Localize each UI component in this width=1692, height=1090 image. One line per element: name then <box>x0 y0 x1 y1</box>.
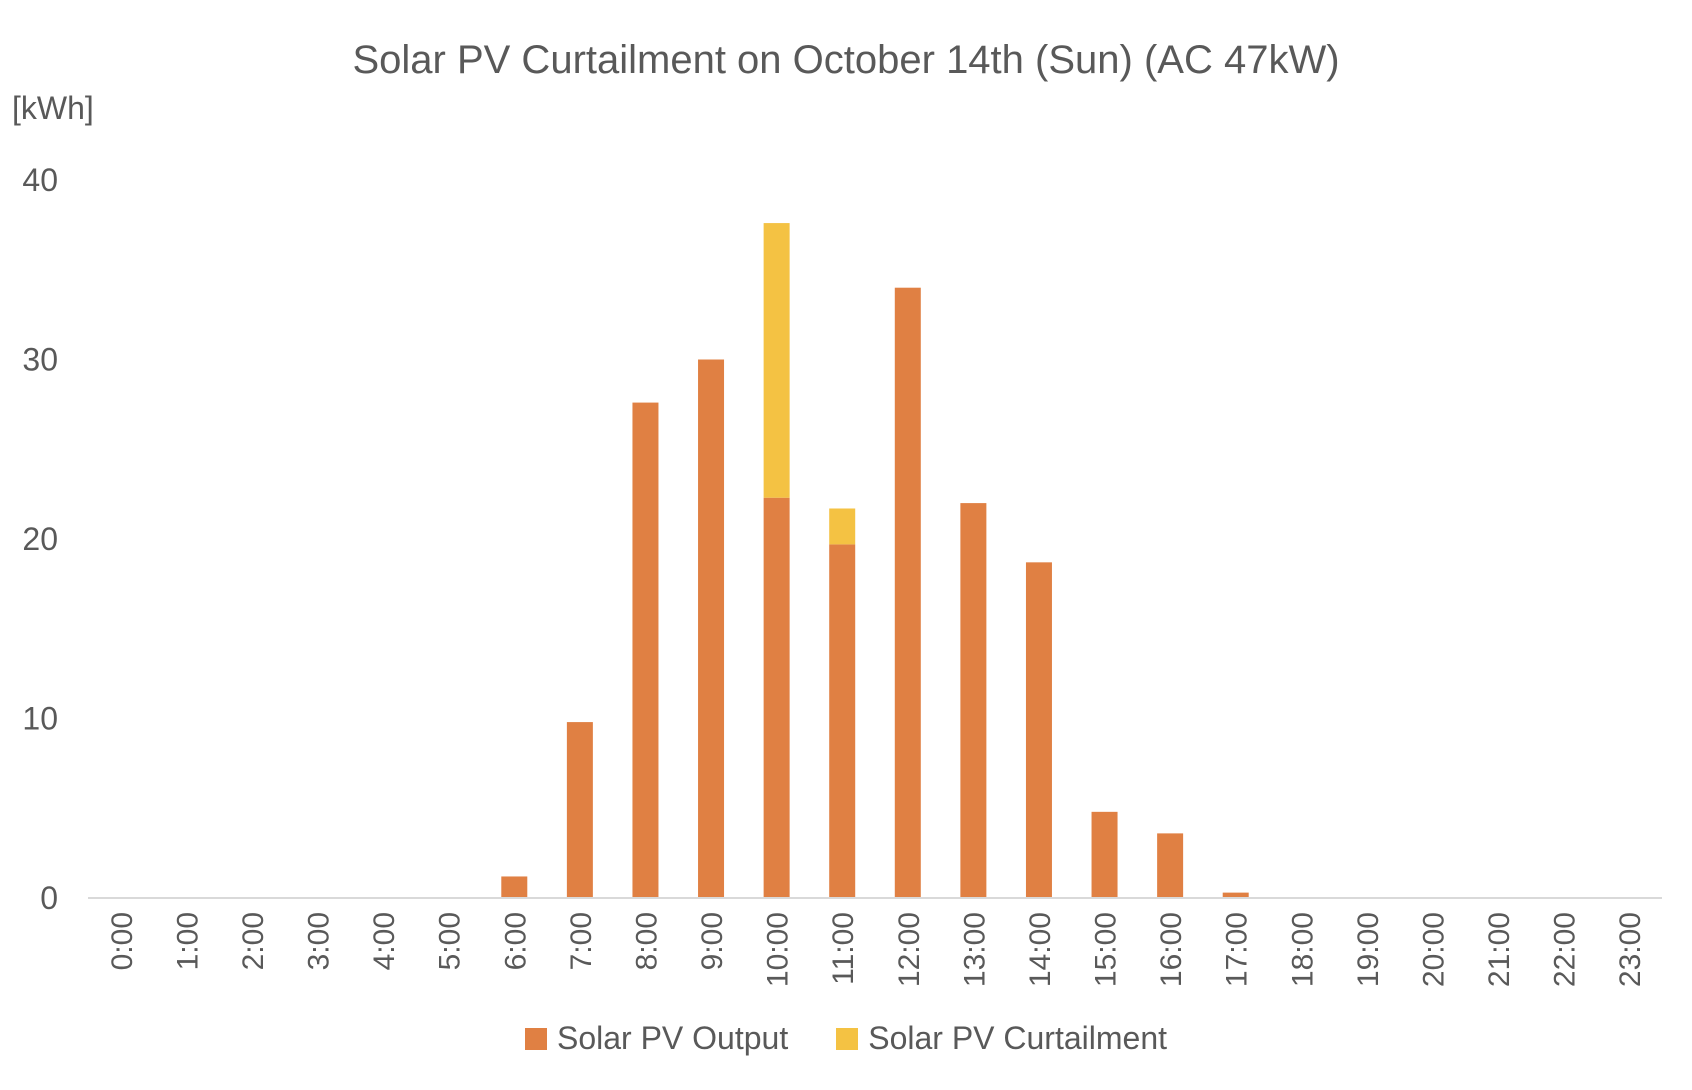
bar-output-600 <box>501 876 528 898</box>
bar-output-1100 <box>829 544 856 898</box>
bar-curtailment-1000 <box>763 223 790 498</box>
bar-output-1200 <box>894 287 921 898</box>
x-tick-label: 2:00 <box>237 912 270 970</box>
legend: Solar PV Output Solar PV Curtailment <box>0 1020 1692 1057</box>
legend-item-curtailment: Solar PV Curtailment <box>836 1020 1167 1057</box>
x-tick-label: 23:00 <box>1614 912 1647 987</box>
bars-group <box>501 223 1249 898</box>
bar-output-800 <box>632 402 659 898</box>
x-tick-label: 22:00 <box>1549 912 1582 987</box>
y-axis-unit-label: [kWh] <box>12 90 94 126</box>
x-tick-labels: 0:00 1:00 2:00 3:00 4:00 5:00 6:00 7:00 8:00 9:00… <box>106 912 1647 987</box>
x-tick-label: 15:00 <box>1090 912 1123 987</box>
x-tick-label: 3:00 <box>303 912 336 970</box>
bar-output-1500 <box>1091 811 1118 898</box>
legend-item-output: Solar PV Output <box>524 1020 789 1057</box>
x-tick-label: 1:00 <box>171 912 204 970</box>
bar-curtailment-1100 <box>829 508 856 545</box>
x-tick-label: 4:00 <box>368 912 401 970</box>
legend-swatch-output <box>524 1027 547 1050</box>
x-tick-label: 18:00 <box>1286 912 1319 987</box>
x-tick-label: 16:00 <box>1155 912 1188 987</box>
x-tick-label: 7:00 <box>565 912 598 970</box>
bar-output-1000 <box>763 497 790 898</box>
x-tick-label: 17:00 <box>1221 912 1254 987</box>
x-tick-label: 5:00 <box>434 912 467 970</box>
x-tick-label: 20:00 <box>1417 912 1450 987</box>
x-tick-label: 9:00 <box>696 912 729 970</box>
y-tick-labels: 0 10 20 30 40 <box>22 162 58 916</box>
x-tick-label: 19:00 <box>1352 912 1385 987</box>
y-tick-label: 0 <box>40 880 58 916</box>
x-tick-label: 0:00 <box>106 912 139 970</box>
bar-output-1600 <box>1157 833 1184 898</box>
y-tick-label: 30 <box>22 342 58 378</box>
y-tick-label: 40 <box>22 162 58 198</box>
x-tick-label: 21:00 <box>1483 912 1516 987</box>
x-tick-label: 8:00 <box>630 912 663 970</box>
x-tick-label: 6:00 <box>499 912 532 970</box>
bar-output-1700 <box>1222 892 1249 898</box>
x-tick-label: 12:00 <box>893 912 926 987</box>
x-tick-label: 13:00 <box>958 912 991 987</box>
bar-output-700 <box>566 722 593 898</box>
x-tick-label: 10:00 <box>762 912 795 987</box>
legend-label-curtailment: Solar PV Curtailment <box>868 1020 1167 1056</box>
bar-output-900 <box>698 359 725 898</box>
legend-swatch-curtailment <box>836 1027 859 1050</box>
y-tick-label: 10 <box>22 701 58 737</box>
x-tick-label: 11:00 <box>827 912 860 985</box>
bar-output-1300 <box>960 503 987 898</box>
bar-output-1400 <box>1025 562 1052 898</box>
chart-title: Solar PV Curtailment on October 14th (Su… <box>352 38 1340 82</box>
x-tick-label: 14:00 <box>1024 912 1057 987</box>
y-tick-label: 20 <box>22 521 58 557</box>
legend-label-output: Solar PV Output <box>556 1020 789 1056</box>
